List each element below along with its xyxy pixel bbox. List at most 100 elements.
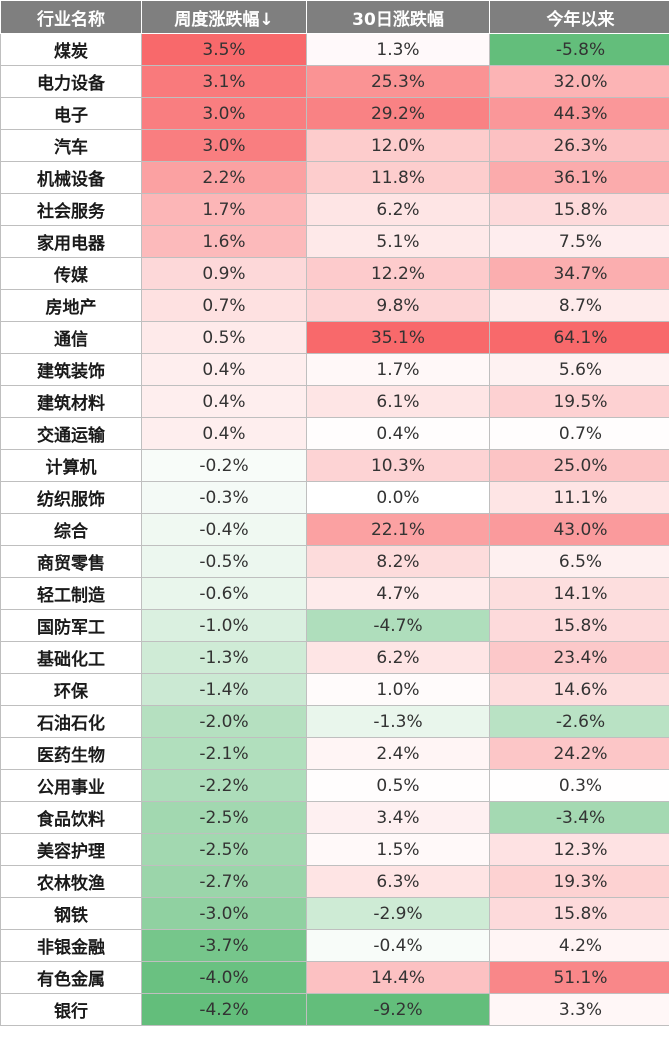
industry-name-cell: 轻工制造 (0, 577, 142, 610)
ytd-change-cell: 5.6% (489, 353, 669, 386)
industry-name-cell: 非银金融 (0, 929, 142, 962)
ytd-change-cell: -3.4% (489, 801, 669, 834)
table-row: 国防军工 -1.0% -4.7% 15.8% (0, 609, 669, 642)
30day-change-cell: 0.5% (306, 769, 490, 802)
weekly-change-cell: 0.4% (141, 353, 307, 386)
ytd-change-cell: 19.3% (489, 865, 669, 898)
weekly-change-cell: -4.0% (141, 961, 307, 994)
weekly-change-cell: -0.4% (141, 513, 307, 546)
weekly-change-cell: 1.6% (141, 225, 307, 258)
table-row: 非银金融 -3.7% -0.4% 4.2% (0, 929, 669, 962)
weekly-change-cell: 2.2% (141, 161, 307, 194)
30day-change-cell: 25.3% (306, 65, 490, 98)
industry-name-cell: 计算机 (0, 449, 142, 482)
30day-change-cell: 1.5% (306, 833, 490, 866)
ytd-change-cell: 24.2% (489, 737, 669, 770)
30day-change-cell: 11.8% (306, 161, 490, 194)
weekly-change-cell: 3.0% (141, 129, 307, 162)
weekly-change-cell: 0.7% (141, 289, 307, 322)
table-row: 传媒 0.9% 12.2% 34.7% (0, 257, 669, 290)
30day-change-cell: 22.1% (306, 513, 490, 546)
weekly-change-cell: -1.4% (141, 673, 307, 706)
weekly-change-cell: -1.0% (141, 609, 307, 642)
30day-change-cell: -9.2% (306, 993, 490, 1026)
industry-returns-table: 行业名称 周度涨跌幅↓ 30日涨跌幅 今年以来 煤炭 3.5% 1.3% -5.8% 电… (0, 0, 669, 1026)
industry-name-cell: 环保 (0, 673, 142, 706)
weekly-change-cell: -0.3% (141, 481, 307, 514)
table-row: 汽车 3.0% 12.0% 26.3% (0, 129, 669, 162)
ytd-change-cell: 0.7% (489, 417, 669, 450)
header-ytd-change[interactable]: 今年以来 (489, 0, 669, 34)
industry-name-cell: 基础化工 (0, 641, 142, 674)
weekly-change-cell: 3.5% (141, 33, 307, 66)
industry-name-cell: 房地产 (0, 289, 142, 322)
table-row: 综合 -0.4% 22.1% 43.0% (0, 513, 669, 546)
table-row: 公用事业 -2.2% 0.5% 0.3% (0, 769, 669, 802)
table-body: 煤炭 3.5% 1.3% -5.8% 电力设备 3.1% 25.3% 32.0% 电子 3.0% 2… (0, 33, 669, 1026)
table-row: 建筑材料 0.4% 6.1% 19.5% (0, 385, 669, 418)
ytd-change-cell: 0.3% (489, 769, 669, 802)
weekly-change-cell: -0.2% (141, 449, 307, 482)
industry-name-cell: 交通运输 (0, 417, 142, 450)
weekly-change-cell: -3.7% (141, 929, 307, 962)
ytd-change-cell: 25.0% (489, 449, 669, 482)
30day-change-cell: 10.3% (306, 449, 490, 482)
table-row: 食品饮料 -2.5% 3.4% -3.4% (0, 801, 669, 834)
weekly-change-cell: -2.5% (141, 833, 307, 866)
industry-name-cell: 钢铁 (0, 897, 142, 930)
ytd-change-cell: 19.5% (489, 385, 669, 418)
30day-change-cell: 5.1% (306, 225, 490, 258)
weekly-change-cell: -2.0% (141, 705, 307, 738)
weekly-change-cell: 1.7% (141, 193, 307, 226)
30day-change-cell: 2.4% (306, 737, 490, 770)
industry-name-cell: 通信 (0, 321, 142, 354)
header-weekly-change[interactable]: 周度涨跌幅↓ (141, 0, 307, 34)
header-industry-name[interactable]: 行业名称 (0, 0, 142, 34)
table-row: 医药生物 -2.1% 2.4% 24.2% (0, 737, 669, 770)
table-row: 计算机 -0.2% 10.3% 25.0% (0, 449, 669, 482)
industry-name-cell: 机械设备 (0, 161, 142, 194)
ytd-change-cell: 7.5% (489, 225, 669, 258)
ytd-change-cell: 34.7% (489, 257, 669, 290)
table-row: 家用电器 1.6% 5.1% 7.5% (0, 225, 669, 258)
ytd-change-cell: 64.1% (489, 321, 669, 354)
30day-change-cell: 3.4% (306, 801, 490, 834)
industry-name-cell: 农林牧渔 (0, 865, 142, 898)
30day-change-cell: -0.4% (306, 929, 490, 962)
industry-name-cell: 银行 (0, 993, 142, 1026)
weekly-change-cell: -0.6% (141, 577, 307, 610)
table-row: 房地产 0.7% 9.8% 8.7% (0, 289, 669, 322)
industry-name-cell: 煤炭 (0, 33, 142, 66)
weekly-change-cell: -0.5% (141, 545, 307, 578)
ytd-change-cell: 15.8% (489, 193, 669, 226)
ytd-change-cell: -2.6% (489, 705, 669, 738)
table-row: 社会服务 1.7% 6.2% 15.8% (0, 193, 669, 226)
ytd-change-cell: 14.6% (489, 673, 669, 706)
30day-change-cell: -4.7% (306, 609, 490, 642)
header-30day-change[interactable]: 30日涨跌幅 (306, 0, 490, 34)
industry-name-cell: 国防军工 (0, 609, 142, 642)
table-row: 银行 -4.2% -9.2% 3.3% (0, 993, 669, 1026)
30day-change-cell: 6.3% (306, 865, 490, 898)
industry-name-cell: 汽车 (0, 129, 142, 162)
industry-name-cell: 传媒 (0, 257, 142, 290)
table-row: 煤炭 3.5% 1.3% -5.8% (0, 33, 669, 66)
ytd-change-cell: 26.3% (489, 129, 669, 162)
weekly-change-cell: -3.0% (141, 897, 307, 930)
30day-change-cell: 35.1% (306, 321, 490, 354)
30day-change-cell: -1.3% (306, 705, 490, 738)
weekly-change-cell: -2.5% (141, 801, 307, 834)
weekly-change-cell: 0.5% (141, 321, 307, 354)
industry-name-cell: 家用电器 (0, 225, 142, 258)
table-row: 轻工制造 -0.6% 4.7% 14.1% (0, 577, 669, 610)
30day-change-cell: 8.2% (306, 545, 490, 578)
ytd-change-cell: 44.3% (489, 97, 669, 130)
30day-change-cell: 1.0% (306, 673, 490, 706)
table-row: 基础化工 -1.3% 6.2% 23.4% (0, 641, 669, 674)
table-row: 环保 -1.4% 1.0% 14.6% (0, 673, 669, 706)
30day-change-cell: 6.1% (306, 385, 490, 418)
table-row: 电力设备 3.1% 25.3% 32.0% (0, 65, 669, 98)
weekly-change-cell: 3.1% (141, 65, 307, 98)
table-row: 石油石化 -2.0% -1.3% -2.6% (0, 705, 669, 738)
table-row: 钢铁 -3.0% -2.9% 15.8% (0, 897, 669, 930)
